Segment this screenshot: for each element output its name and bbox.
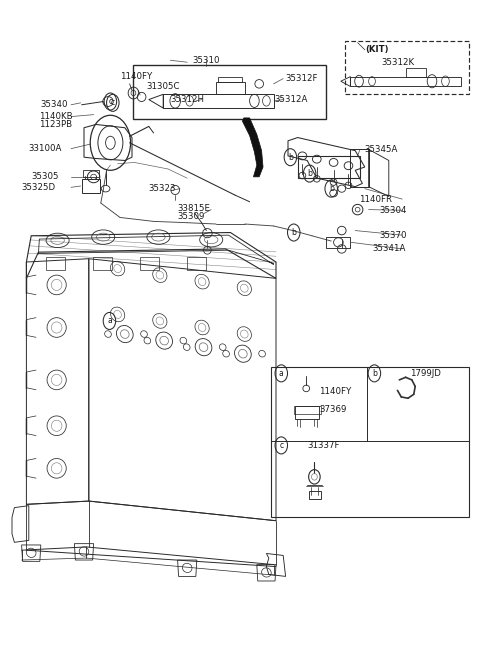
Bar xyxy=(140,257,159,270)
Text: (KIT): (KIT) xyxy=(365,45,388,54)
Text: 35341A: 35341A xyxy=(372,244,406,253)
Bar xyxy=(345,41,469,94)
Bar xyxy=(82,179,100,193)
Text: a: a xyxy=(279,369,284,378)
Text: 35312F: 35312F xyxy=(286,74,318,83)
Bar xyxy=(271,367,469,517)
Text: b: b xyxy=(307,169,312,178)
Text: c: c xyxy=(108,97,112,106)
Bar xyxy=(216,82,245,94)
Bar xyxy=(350,149,369,187)
Text: 35309: 35309 xyxy=(178,212,205,221)
Bar xyxy=(93,257,112,270)
Text: 35345A: 35345A xyxy=(365,145,398,154)
Bar xyxy=(294,406,321,414)
Text: a: a xyxy=(107,316,112,326)
Text: 31337F: 31337F xyxy=(307,441,340,450)
Text: 35310: 35310 xyxy=(192,56,220,65)
Text: 33100A: 33100A xyxy=(29,144,62,153)
Text: 35312H: 35312H xyxy=(170,95,204,104)
Text: 35340: 35340 xyxy=(41,100,68,109)
Text: b: b xyxy=(291,228,296,237)
Text: 1123PB: 1123PB xyxy=(39,120,72,129)
Text: 33815E: 33815E xyxy=(178,204,211,213)
Text: b: b xyxy=(288,153,293,162)
Bar xyxy=(309,491,321,499)
Polygon shape xyxy=(242,118,263,177)
Bar xyxy=(218,77,242,82)
Text: 1799JD: 1799JD xyxy=(410,369,441,378)
Bar xyxy=(83,170,99,177)
Text: 1140KB: 1140KB xyxy=(39,112,73,121)
Text: 35323: 35323 xyxy=(149,184,176,193)
Bar xyxy=(326,237,350,248)
Text: b: b xyxy=(372,369,377,378)
Bar xyxy=(187,257,206,270)
Text: 1140FY: 1140FY xyxy=(120,72,152,81)
Text: 35325D: 35325D xyxy=(22,183,56,192)
Text: 35370: 35370 xyxy=(379,231,407,240)
Bar xyxy=(163,94,274,108)
Text: 37369: 37369 xyxy=(319,405,347,414)
Text: 35312A: 35312A xyxy=(275,95,308,104)
Text: c: c xyxy=(111,98,115,107)
Text: 35305: 35305 xyxy=(31,172,59,181)
Text: c: c xyxy=(279,441,283,450)
Text: 35312K: 35312K xyxy=(382,58,415,67)
Bar xyxy=(298,156,360,178)
Text: 1140FY: 1140FY xyxy=(319,387,351,396)
Bar xyxy=(295,406,319,419)
Bar xyxy=(406,68,426,77)
Bar xyxy=(133,66,326,119)
Text: 35304: 35304 xyxy=(379,206,407,215)
Text: 1140FR: 1140FR xyxy=(359,195,392,204)
Bar xyxy=(46,257,65,270)
Text: b: b xyxy=(329,184,334,193)
Text: 31305C: 31305C xyxy=(146,82,180,91)
Bar xyxy=(350,77,461,86)
